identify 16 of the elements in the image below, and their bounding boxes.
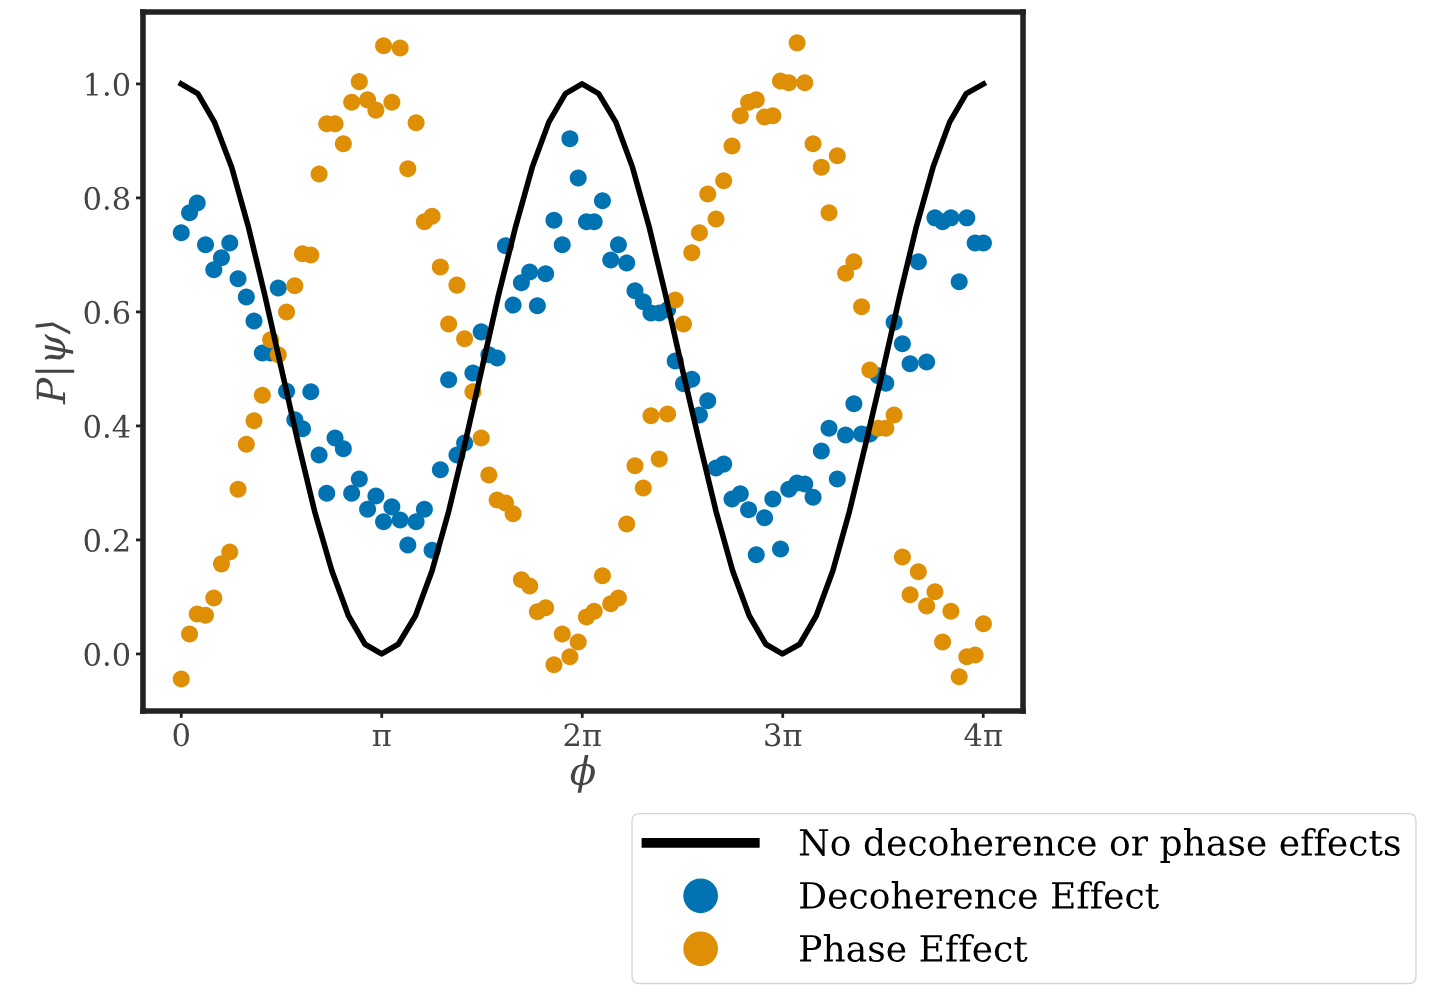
y-tick-label: 1.0 <box>86 72 130 96</box>
y-axis-title: P|ψ⟩ <box>35 322 75 405</box>
legend-label: Phase Effect <box>800 934 1028 962</box>
legend-label: No decoherence or phase effects <box>799 828 1400 863</box>
x-tick-label: 3π <box>765 723 802 747</box>
y-tick-label: 0.8 <box>84 186 130 210</box>
y-tick-label: 0.6 <box>84 300 130 324</box>
legend-label: Decoherence Effect <box>800 881 1159 909</box>
x-tick-label: 0 <box>173 723 189 747</box>
x-axis-title: ϕ <box>570 755 595 793</box>
x-tick-label: 4π <box>964 723 1002 746</box>
y-tick-label: 0.2 <box>84 528 129 552</box>
x-tick-label: π <box>372 730 391 746</box>
y-tick-label: 0.0 <box>84 642 130 666</box>
y-tick-label: 0.4 <box>84 414 130 438</box>
x-tick-label: 2π <box>564 723 601 746</box>
